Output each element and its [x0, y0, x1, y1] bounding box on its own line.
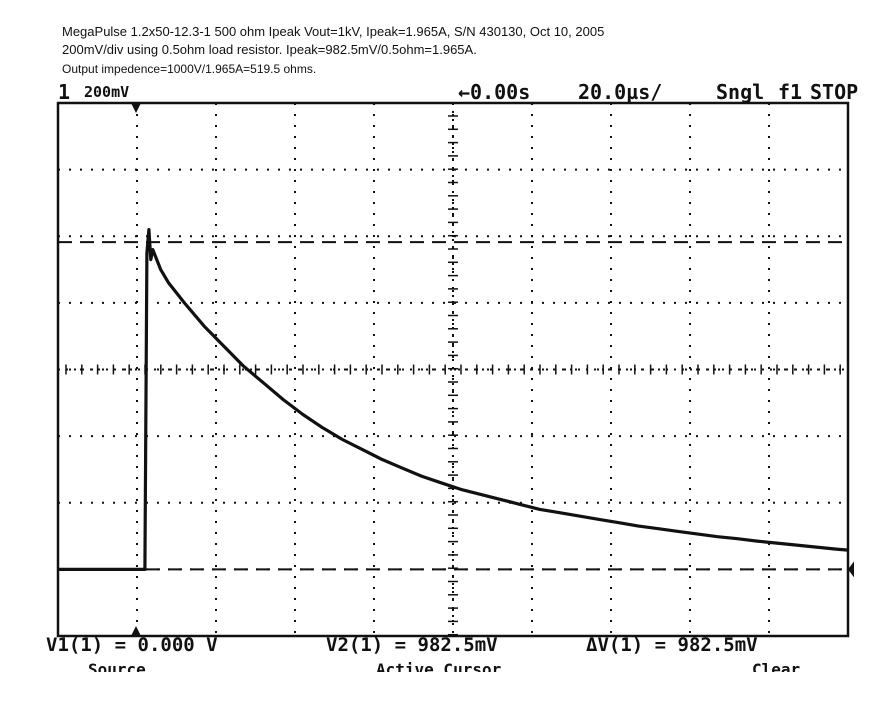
caption-line-3: Output impedence=1000V/1.965A=519.5 ohms… — [62, 62, 317, 76]
trigger-marker-bottom — [131, 626, 141, 636]
volts-per-div: 200mV — [84, 83, 130, 101]
softkey-active-cursor[interactable]: Active Cursor — [376, 660, 502, 672]
softkey-source[interactable]: Source — [88, 660, 146, 672]
trigger-source: f1 — [778, 80, 803, 104]
trigger-marker-top — [131, 103, 141, 113]
waveform-trace — [58, 228, 849, 571]
caption-line-1: MegaPulse 1.2x50-12.3-1 500 ohm Ipeak Vo… — [62, 24, 605, 39]
trigger-mode: Sngl — [716, 80, 765, 104]
run-state: STOP — [810, 80, 859, 104]
caption-line-2: 200mV/div using 0.5ohm load resistor. Ip… — [62, 42, 477, 57]
ground-marker — [848, 561, 854, 578]
time-per-div: 20.0µs/ — [578, 80, 663, 104]
channel-number: 1 — [58, 80, 71, 104]
cursor-v1-readout: V1(1) = 0.000 V — [46, 634, 218, 656]
cursor-v2-readout: V2(1) = 982.5mV — [326, 634, 498, 656]
time-offset: ←0.00s — [458, 80, 531, 104]
cursor-delta-readout: ΔV(1) = 982.5mV — [586, 634, 758, 656]
softkey-clear[interactable]: Clear — [752, 660, 801, 672]
